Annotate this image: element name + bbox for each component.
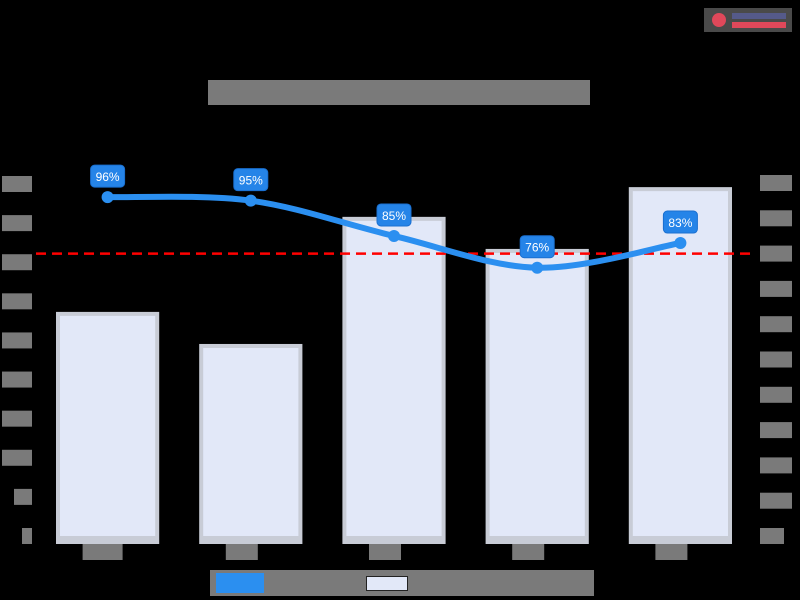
data-label: 96% [96,170,120,184]
bar [346,220,442,536]
x-axis-category-label [512,544,545,560]
left-axis-tick-label [2,332,32,349]
right-axis-tick-label [760,457,792,474]
left-axis-tick-label [22,528,32,544]
data-label: 76% [525,241,549,255]
right-axis-tick-label [760,210,792,227]
left-axis-tick-label [2,176,32,192]
left-axis-tick-label [2,293,32,310]
right-axis-tick-label [760,175,792,191]
right-axis-tick-label [760,492,792,509]
x-axis-category-label [82,544,123,560]
bar [203,347,299,536]
data-label-box [90,164,126,188]
data-label: 95% [239,174,263,188]
legend-bar-swatch [366,575,408,591]
data-label-box [519,235,555,259]
left-axis-tick-label [2,371,32,388]
logo-icon [712,13,726,27]
bar [489,252,585,536]
line-point [388,229,400,242]
right-axis-tick-label [760,351,792,368]
data-label-box [376,203,412,227]
right-axis-tick-label [760,245,792,262]
data-label-box [233,168,269,192]
right-axis-tick-label [760,386,792,403]
right-axis-tick-label [760,280,792,297]
left-axis-tick-label [2,254,32,271]
right-axis-tick-label [760,422,792,439]
left-axis-tick-label [14,488,32,505]
legend-line-label [270,573,360,593]
x-axis-category-label [369,544,401,560]
data-label-box [662,210,698,234]
left-axis-tick-label [2,410,32,427]
right-axis-tick-label [760,528,784,544]
x-axis-category-label [225,544,258,560]
line-point [531,261,544,274]
legend-bar-label [414,573,594,593]
left-axis-tick-label [2,449,32,466]
line-point [244,194,257,207]
data-label: 85% [382,209,406,223]
left-axis-tick-label [2,215,32,232]
logo-wordmark [732,12,786,28]
legend-line-swatch [213,570,267,596]
line-point [674,237,687,250]
bar [60,315,156,536]
x-axis-category-label [655,544,688,560]
chart-title [208,80,590,105]
line-point [101,191,114,204]
data-label: 83% [668,216,692,230]
right-axis-tick-label [760,316,792,333]
chart-legend [210,570,594,596]
brand-logo [704,8,792,32]
